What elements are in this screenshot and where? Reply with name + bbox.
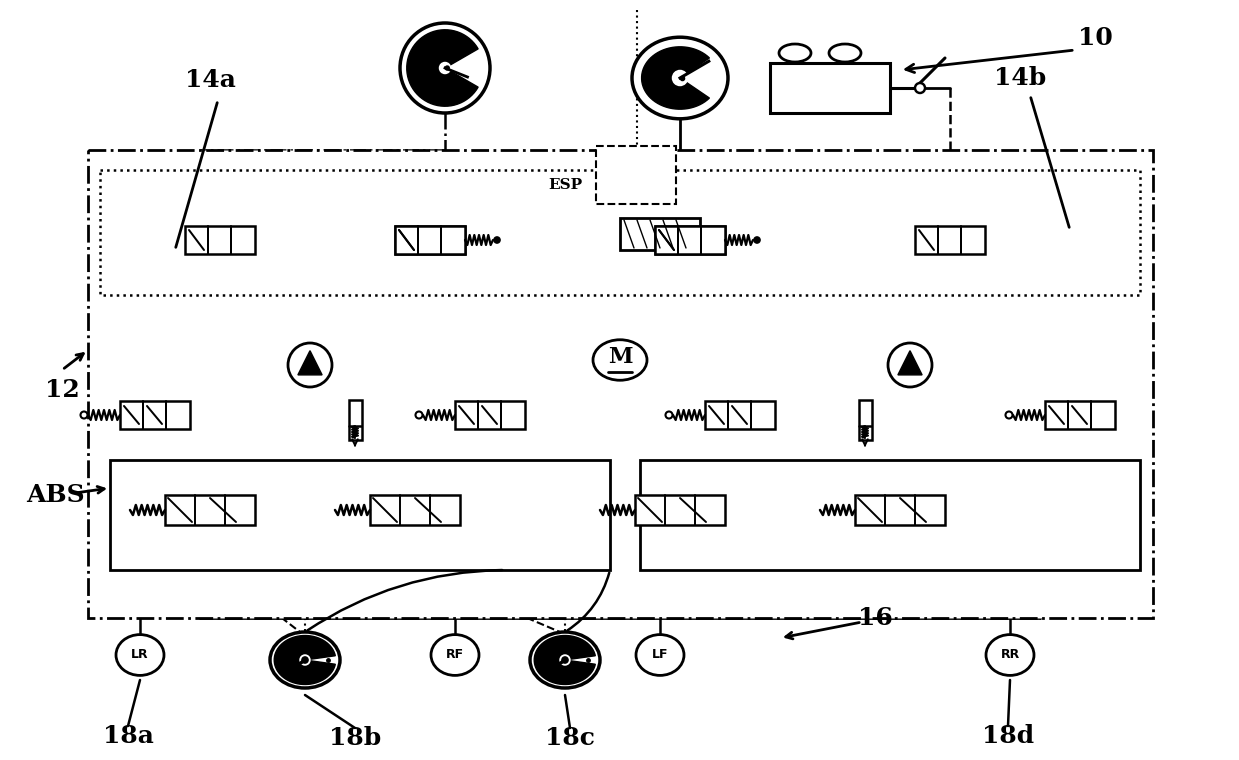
Circle shape xyxy=(287,343,332,387)
Circle shape xyxy=(415,411,422,419)
Text: LF: LF xyxy=(652,648,668,661)
Bar xyxy=(100,170,1140,295)
Bar xyxy=(349,400,362,440)
Text: 10: 10 xyxy=(1078,26,1113,50)
Polygon shape xyxy=(297,350,322,375)
Bar xyxy=(455,401,525,429)
Bar xyxy=(914,226,985,254)
Circle shape xyxy=(755,237,760,243)
Polygon shape xyxy=(406,30,478,106)
Text: 12: 12 xyxy=(45,378,79,402)
Bar xyxy=(855,495,945,525)
Ellipse shape xyxy=(116,635,164,676)
Bar xyxy=(641,460,1140,570)
Ellipse shape xyxy=(829,44,861,62)
Bar xyxy=(370,495,460,525)
Bar xyxy=(620,218,700,250)
Bar xyxy=(859,400,872,440)
Ellipse shape xyxy=(431,635,479,676)
Text: M: M xyxy=(608,346,632,368)
Text: 14b: 14b xyxy=(994,66,1046,90)
Bar xyxy=(636,495,725,525)
Polygon shape xyxy=(642,47,710,109)
Bar xyxy=(88,150,1154,618)
Circle shape xyxy=(302,657,309,663)
Ellipse shape xyxy=(636,635,684,676)
Bar xyxy=(596,146,676,204)
Bar xyxy=(395,226,465,254)
Circle shape xyxy=(563,657,567,663)
Circle shape xyxy=(665,411,673,419)
Text: RF: RF xyxy=(446,648,465,661)
Text: 18c: 18c xyxy=(545,726,595,750)
Circle shape xyxy=(560,655,570,665)
Bar xyxy=(769,63,890,113)
Bar xyxy=(1044,401,1115,429)
Polygon shape xyxy=(898,350,922,375)
Text: 18d: 18d xyxy=(983,724,1035,748)
Bar xyxy=(705,401,776,429)
Bar xyxy=(395,226,465,254)
Ellipse shape xyxy=(986,635,1035,676)
Bar xyxy=(165,495,255,525)
Polygon shape xyxy=(534,635,595,685)
Circle shape xyxy=(494,237,501,243)
Circle shape xyxy=(81,411,88,419)
Polygon shape xyxy=(274,635,336,685)
Circle shape xyxy=(673,71,688,85)
Ellipse shape xyxy=(530,632,600,688)
Bar xyxy=(185,226,255,254)
Text: 18a: 18a xyxy=(103,724,154,748)
Circle shape xyxy=(445,66,450,70)
Bar xyxy=(120,401,190,429)
Bar xyxy=(655,226,725,254)
Circle shape xyxy=(888,343,932,387)
Bar xyxy=(110,460,610,570)
Text: LR: LR xyxy=(131,648,149,661)
Ellipse shape xyxy=(779,44,812,62)
Circle shape xyxy=(1006,411,1012,419)
Bar xyxy=(655,226,725,254)
Circle shape xyxy=(914,83,926,93)
Ellipse shape xyxy=(632,37,729,119)
Circle shape xyxy=(440,62,451,74)
Text: 16: 16 xyxy=(857,606,892,630)
Text: 14a: 14a xyxy=(185,68,235,92)
Ellipse shape xyxy=(593,340,647,380)
Text: ABS: ABS xyxy=(26,483,84,507)
Text: 18b: 18b xyxy=(328,726,382,750)
Circle shape xyxy=(400,23,489,113)
Text: RR: RR xyxy=(1000,648,1020,661)
Circle shape xyxy=(300,655,310,665)
Ellipse shape xyxy=(270,632,339,688)
Text: ESP: ESP xyxy=(548,178,582,192)
